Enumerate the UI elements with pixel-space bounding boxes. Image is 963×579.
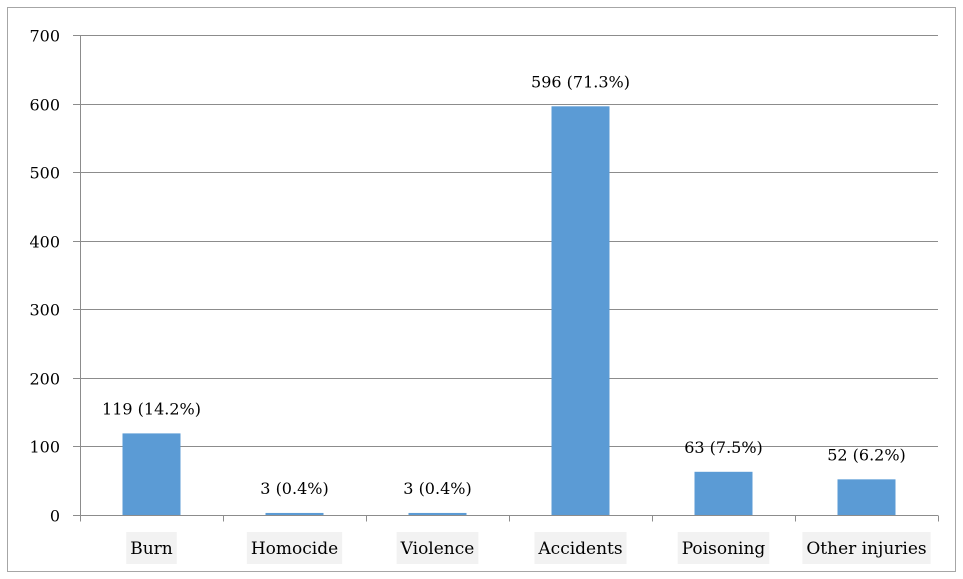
x-tick-label-background	[534, 532, 627, 564]
data-label: 3 (0.4%)	[260, 479, 328, 498]
x-tick-label: Other injuries	[806, 539, 926, 559]
x-tick-label: Violence	[400, 539, 475, 559]
data-label: 63 (7.5%)	[684, 438, 763, 457]
x-tick-label: Accidents	[537, 539, 622, 559]
bar-other-injuries	[837, 479, 896, 515]
bars	[122, 106, 896, 516]
y-tick-label: 400	[29, 233, 60, 252]
x-tick-label-group: Other injuries	[802, 532, 931, 564]
data-label: 119 (14.2%)	[102, 399, 201, 418]
y-tick-label: 500	[29, 164, 60, 183]
y-tick-label: 100	[29, 438, 60, 457]
data-label: 3 (0.4%)	[403, 479, 471, 498]
y-tick-label: 700	[29, 27, 60, 46]
bar-violence	[408, 512, 467, 515]
x-tick-label: Burn	[130, 539, 173, 559]
axes	[73, 35, 939, 522]
y-tick-label: 200	[29, 370, 60, 389]
y-tick-labels: 0 100 200 300 400 500 600 700	[29, 27, 60, 526]
bar-homocide	[265, 512, 324, 515]
data-label: 596 (71.3%)	[531, 72, 630, 91]
bar-accidents	[551, 106, 610, 516]
x-tick-label-background	[396, 532, 479, 564]
x-tick-label-background	[802, 532, 931, 564]
x-tick-label-group: Poisoning	[677, 532, 770, 564]
data-labels: 119 (14.2%) 3 (0.4%) 3 (0.4%) 596 (71.3%) 63…	[102, 72, 906, 498]
y-tick-label: 600	[29, 96, 60, 115]
x-tick-label: Poisoning	[682, 539, 766, 559]
bar-poisoning	[694, 471, 753, 515]
x-tick-label-group: Homocide	[246, 532, 343, 564]
x-tick-label-background	[246, 532, 343, 564]
y-tick-label: 300	[29, 301, 60, 320]
y-tick-label: 0	[50, 507, 60, 526]
x-tick-label-group: Violence	[396, 532, 479, 564]
x-tick-labels: Burn Homocide Violence Accidents Poisoning Ot…	[126, 532, 931, 564]
gridlines	[80, 35, 938, 447]
x-tick-label: Homocide	[251, 539, 338, 559]
x-tick-label-background	[126, 532, 177, 564]
x-tick-label-group: Accidents	[534, 532, 627, 564]
x-tick-label-group: Burn	[126, 532, 177, 564]
data-label: 52 (6.2%)	[827, 445, 906, 464]
bar-burn	[122, 433, 181, 515]
x-tick-label-background	[677, 532, 770, 564]
